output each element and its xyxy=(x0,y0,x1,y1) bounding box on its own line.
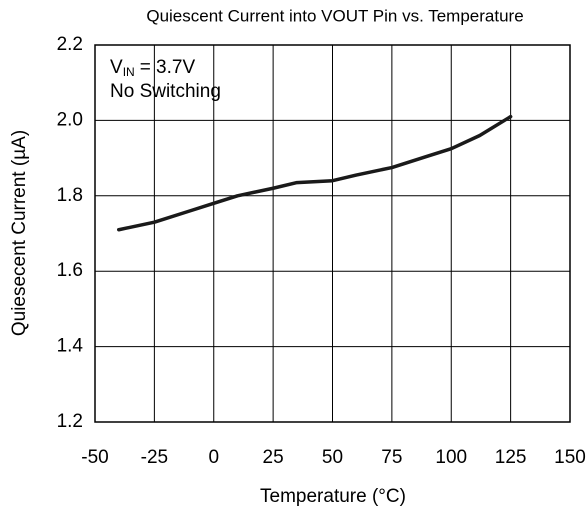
annotation: VIN = 3.7V xyxy=(110,57,195,79)
x-tick-label: 25 xyxy=(263,447,284,468)
chart-title: Quiescent Current into VOUT Pin vs. Temp… xyxy=(146,6,523,25)
x-tick-label: -25 xyxy=(141,447,168,468)
y-tick-label: 1.2 xyxy=(57,411,83,432)
x-tick-label: 150 xyxy=(554,447,586,468)
y-tick-label: 2.2 xyxy=(57,34,83,55)
x-tick-label: 75 xyxy=(381,447,402,468)
y-tick-label: 1.6 xyxy=(57,260,83,281)
y-tick-label: 1.4 xyxy=(57,336,84,357)
x-axis-label: Temperature (°C) xyxy=(260,486,406,507)
x-tick-label: 50 xyxy=(322,447,343,468)
y-tick-label: 1.8 xyxy=(57,185,83,206)
annotation-subscript: IN xyxy=(123,65,135,79)
plot-frame xyxy=(94,44,571,423)
x-tick-label: -50 xyxy=(81,447,108,468)
data-line xyxy=(117,114,513,232)
y-axis-label: Quiesecent Current (µA) xyxy=(9,130,30,336)
x-tick-label: 125 xyxy=(495,447,527,468)
annotation-text: = 3.7V xyxy=(140,57,196,78)
x-tick-label: 0 xyxy=(208,447,219,468)
y-tick-label: 2.0 xyxy=(57,109,83,130)
annotation-symbol: V xyxy=(110,57,123,78)
note: No Switching xyxy=(110,81,221,102)
x-tick-label: 100 xyxy=(435,447,467,468)
